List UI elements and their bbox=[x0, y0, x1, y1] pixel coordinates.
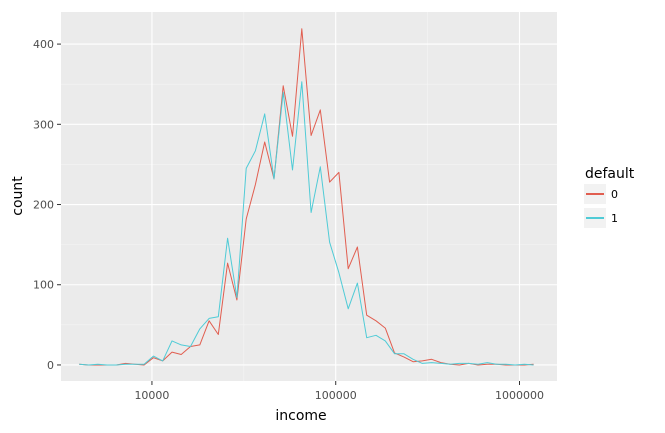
major-gridlines bbox=[61, 12, 557, 381]
plot-panel bbox=[61, 12, 557, 381]
axis-ticks bbox=[57, 43, 520, 385]
legend-label-0: 0 bbox=[611, 188, 618, 201]
x-tick-labels: 10000 100000 1000000 bbox=[134, 389, 544, 402]
legend: default 0 1 bbox=[584, 166, 635, 228]
y-tick-labels: 0 100 200 300 400 bbox=[33, 38, 54, 372]
x-tick-label: 1000000 bbox=[495, 389, 544, 402]
y-tick-label: 100 bbox=[33, 279, 54, 292]
x-tick-label: 10000 bbox=[134, 389, 169, 402]
series-line-1 bbox=[79, 81, 534, 366]
y-tick-label: 300 bbox=[33, 118, 54, 131]
legend-title: default bbox=[585, 166, 635, 182]
y-tick-label: 0 bbox=[47, 359, 54, 372]
y-tick-label: 400 bbox=[33, 38, 54, 51]
legend-label-1: 1 bbox=[611, 212, 618, 225]
y-tick-label: 200 bbox=[33, 199, 54, 212]
series-layer bbox=[79, 28, 534, 366]
y-axis-title: count bbox=[10, 176, 26, 216]
series-line-0 bbox=[79, 28, 534, 366]
x-tick-label: 100000 bbox=[315, 389, 357, 402]
minor-gridlines bbox=[61, 12, 557, 381]
x-axis-title: income bbox=[275, 408, 326, 424]
